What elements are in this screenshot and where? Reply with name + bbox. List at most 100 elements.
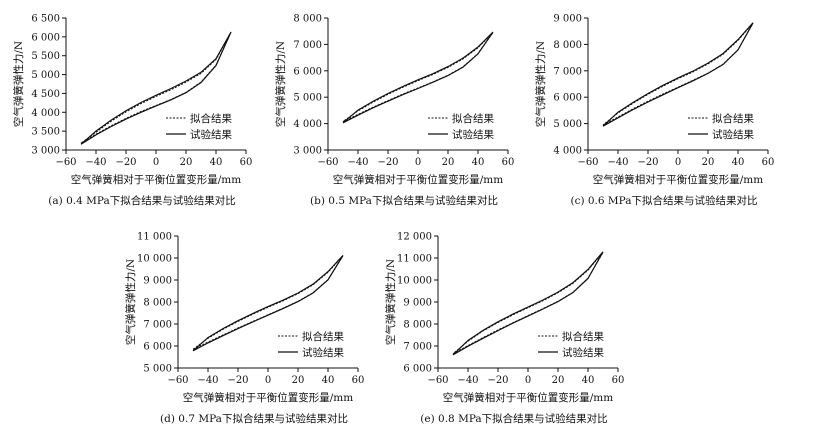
y-tick-label: 5 500 — [31, 51, 60, 62]
chart-panel-c: 4 000 5 000 6 000 7 000 8 000 9 000 −60 −40 −20 0… — [522, 0, 782, 215]
x-tick-label: 40 — [732, 157, 745, 168]
test-result-series — [602, 22, 754, 127]
x-tick-label: 20 — [702, 157, 715, 168]
x-tick-label: 0 — [415, 157, 421, 168]
x-tick-label: 40 — [472, 157, 485, 168]
x-tick-label: −60 — [577, 157, 598, 168]
x-tick-label: −40 — [607, 157, 628, 168]
y-tick-label: 5 000 — [293, 93, 322, 104]
y-tick-label: 4 500 — [31, 89, 60, 100]
x-tick-label: −20 — [377, 157, 398, 168]
y-tick-label: 11 000 — [137, 232, 172, 243]
y-tick-label: 5 000 — [143, 364, 172, 375]
chart-svg: 3 000 3 500 4 000 4 500 5 000 5 500 6 000 6 500… — [12, 14, 252, 208]
chart-svg: 6 000 7 000 8 000 9 000 10 000 11 000 12 000 −6… — [384, 232, 625, 426]
test-result-series — [342, 31, 494, 124]
y-axis-title: 空气弹簧弹性力/N — [384, 259, 397, 345]
y-tick-label: 7 000 — [553, 66, 582, 77]
y-tick-label: 9 000 — [553, 14, 582, 25]
y-tick-label: 8 000 — [293, 14, 322, 25]
y-tick-label: 6 500 — [31, 14, 60, 25]
fit-result-series — [602, 22, 754, 126]
y-tick-label: 10 000 — [137, 254, 172, 265]
y-tick-label: 7 000 — [293, 40, 322, 51]
legend-test-label: 试验结果 — [302, 346, 344, 359]
x-tick-label: 0 — [153, 157, 159, 168]
x-tick-label: −20 — [637, 157, 658, 168]
y-axis-title: 空气弹簧弹性力/N — [274, 41, 287, 127]
x-axis-title: 空气弹簧相对于平衡位置变形量/mm — [593, 173, 763, 186]
legend-test-label: 试验结果 — [190, 128, 232, 141]
y-tick-label: 7 000 — [143, 320, 172, 331]
x-tick-label: 40 — [210, 157, 223, 168]
fit-result-series — [342, 32, 494, 122]
y-axis-title: 空气弹簧弹性力/N — [12, 41, 25, 127]
x-axis-title: 空气弹簧相对于平衡位置变形量/mm — [333, 173, 503, 186]
x-tick-label: 20 — [180, 157, 193, 168]
legend-fit-label: 拟合结果 — [190, 112, 232, 125]
chart-caption: (e) 0.8 MPa下拟合结果与试验结果对比 — [420, 412, 607, 425]
y-tick-label: 6 000 — [31, 32, 60, 43]
chart-panel-a: 3 000 3 500 4 000 4 500 5 000 5 500 6 000 6 500… — [0, 0, 260, 215]
test-result-series — [80, 31, 232, 145]
fit-result-series — [80, 32, 232, 144]
legend-fit-label: 拟合结果 — [452, 112, 494, 125]
x-tick-label: 20 — [442, 157, 455, 168]
y-tick-label: 10 000 — [397, 276, 432, 287]
y-tick-label: 5 000 — [553, 119, 582, 130]
chart-svg: 5 000 6 000 7 000 8 000 9 000 10 000 11 000 −60… — [124, 232, 365, 426]
chart-caption: (d) 0.7 MPa下拟合结果与试验结果对比 — [160, 412, 348, 425]
y-tick-label: 3 000 — [293, 146, 322, 157]
chart-panel-b: 3 000 4 000 5 000 6 000 7 000 8 000 −60 −40 −20 0… — [262, 0, 522, 215]
x-tick-label: 20 — [552, 375, 565, 386]
x-tick-label: −60 — [55, 157, 76, 168]
y-tick-label: 9 000 — [403, 298, 432, 309]
y-tick-label: 8 000 — [553, 40, 582, 51]
legend-fit-label: 拟合结果 — [562, 330, 604, 343]
y-tick-label: 4 000 — [31, 108, 60, 119]
x-tick-label: −40 — [197, 375, 218, 386]
y-tick-label: 9 000 — [143, 276, 172, 287]
x-tick-label: −20 — [487, 375, 508, 386]
chart-panel-e: 6 000 7 000 8 000 9 000 10 000 11 000 12 000 −6… — [372, 218, 632, 433]
x-tick-label: −60 — [167, 375, 188, 386]
y-tick-label: 12 000 — [397, 232, 432, 243]
x-tick-label: 20 — [292, 375, 305, 386]
x-tick-label: 60 — [762, 157, 775, 168]
test-result-series — [452, 251, 604, 356]
chart-svg: 3 000 4 000 5 000 6 000 7 000 8 000 −60 −40 −20 0… — [274, 14, 515, 208]
x-tick-label: −20 — [115, 157, 136, 168]
x-axis-title: 空气弹簧相对于平衡位置变形量/mm — [71, 173, 241, 186]
y-tick-label: 11 000 — [397, 254, 432, 265]
y-tick-label: 3 500 — [31, 127, 60, 138]
x-tick-label: 0 — [675, 157, 681, 168]
y-tick-label: 6 000 — [553, 93, 582, 104]
x-tick-label: −40 — [85, 157, 106, 168]
chart-caption: (c) 0.6 MPa下拟合结果与试验结果对比 — [570, 194, 757, 207]
x-tick-label: −20 — [227, 375, 248, 386]
y-tick-label: 6 000 — [403, 364, 432, 375]
x-tick-label: 60 — [502, 157, 515, 168]
x-axis-title: 空气弹簧相对于平衡位置变形量/mm — [183, 391, 353, 404]
x-tick-label: 0 — [265, 375, 271, 386]
chart-svg: 4 000 5 000 6 000 7 000 8 000 9 000 −60 −40 −20 0… — [534, 14, 775, 208]
x-axis-title: 空气弹簧相对于平衡位置变形量/mm — [443, 391, 613, 404]
x-tick-label: 60 — [352, 375, 365, 386]
x-tick-label: 0 — [525, 375, 531, 386]
x-tick-label: −40 — [347, 157, 368, 168]
x-tick-label: −40 — [457, 375, 478, 386]
test-result-series — [192, 254, 344, 352]
y-tick-label: 3 000 — [31, 146, 60, 157]
legend-fit-label: 拟合结果 — [302, 330, 344, 343]
chart-caption: (a) 0.4 MPa下拟合结果与试验结果对比 — [48, 194, 235, 207]
chart-caption: (b) 0.5 MPa下拟合结果与试验结果对比 — [310, 194, 498, 207]
x-tick-label: 40 — [322, 375, 335, 386]
legend-fit-label: 拟合结果 — [712, 112, 754, 125]
legend-test-label: 试验结果 — [712, 128, 754, 141]
x-tick-label: −60 — [427, 375, 448, 386]
x-tick-label: −60 — [317, 157, 338, 168]
y-tick-label: 5 000 — [31, 70, 60, 81]
x-tick-label: 60 — [612, 375, 625, 386]
y-tick-label: 4 000 — [553, 146, 582, 157]
legend-test-label: 试验结果 — [452, 128, 494, 141]
